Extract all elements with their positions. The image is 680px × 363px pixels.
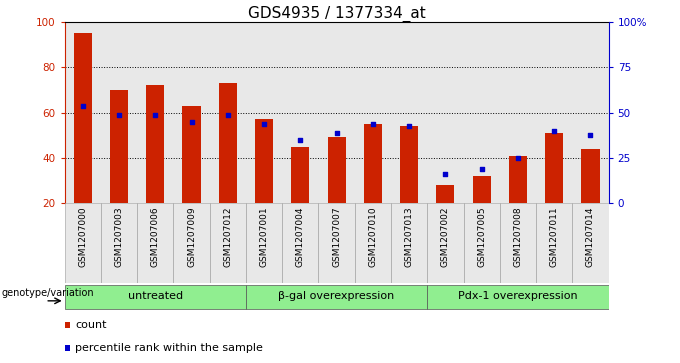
Bar xyxy=(137,22,173,203)
Bar xyxy=(246,22,282,203)
Bar xyxy=(391,22,427,203)
Bar xyxy=(291,147,309,203)
Point xyxy=(78,103,88,109)
Text: GSM1207008: GSM1207008 xyxy=(513,207,522,267)
Bar xyxy=(209,203,246,283)
Bar xyxy=(146,85,165,203)
Bar xyxy=(246,203,282,283)
Bar xyxy=(464,203,500,283)
Bar xyxy=(137,203,173,283)
Bar xyxy=(500,22,536,203)
Point xyxy=(549,128,560,134)
Point xyxy=(404,123,415,129)
Text: GSM1207013: GSM1207013 xyxy=(405,207,413,267)
Bar xyxy=(427,22,464,203)
Title: GDS4935 / 1377334_at: GDS4935 / 1377334_at xyxy=(248,5,426,22)
Point xyxy=(295,137,306,143)
Bar xyxy=(209,22,246,203)
Point xyxy=(150,112,160,118)
Point xyxy=(585,132,596,138)
Bar xyxy=(173,203,209,283)
Bar xyxy=(573,203,609,283)
Bar xyxy=(282,22,318,203)
Bar xyxy=(536,22,573,203)
Text: GSM1207010: GSM1207010 xyxy=(369,207,377,267)
Bar xyxy=(400,126,418,203)
Point xyxy=(367,121,378,127)
Point xyxy=(513,155,524,161)
Bar xyxy=(101,203,137,283)
Text: GSM1207002: GSM1207002 xyxy=(441,207,450,267)
Text: GSM1207000: GSM1207000 xyxy=(78,207,87,267)
Bar xyxy=(110,90,128,203)
Point xyxy=(476,166,487,172)
Bar xyxy=(318,203,355,283)
Text: untreated: untreated xyxy=(128,291,183,301)
Bar xyxy=(73,33,92,203)
Bar xyxy=(182,106,201,203)
Bar xyxy=(573,22,609,203)
Text: β-gal overexpression: β-gal overexpression xyxy=(279,291,394,301)
Text: GSM1207007: GSM1207007 xyxy=(332,207,341,267)
Text: GSM1207012: GSM1207012 xyxy=(223,207,233,267)
Bar xyxy=(101,22,137,203)
Bar xyxy=(65,285,246,309)
Bar xyxy=(545,133,563,203)
Bar xyxy=(318,22,355,203)
Text: percentile rank within the sample: percentile rank within the sample xyxy=(75,343,263,353)
Text: GSM1207011: GSM1207011 xyxy=(549,207,559,267)
Text: GSM1207003: GSM1207003 xyxy=(114,207,124,267)
Bar xyxy=(355,203,391,283)
Bar xyxy=(364,124,382,203)
Bar xyxy=(464,22,500,203)
Bar xyxy=(427,285,609,309)
Bar xyxy=(355,22,391,203)
Bar xyxy=(65,203,101,283)
Bar xyxy=(581,149,600,203)
Text: GSM1207014: GSM1207014 xyxy=(586,207,595,267)
Bar xyxy=(509,156,527,203)
Bar xyxy=(437,185,454,203)
Bar xyxy=(500,203,536,283)
Text: Pdx-1 overexpression: Pdx-1 overexpression xyxy=(458,291,578,301)
Text: genotype/variation: genotype/variation xyxy=(1,287,94,298)
Point xyxy=(114,112,124,118)
Bar xyxy=(536,203,573,283)
Point xyxy=(222,112,233,118)
Point xyxy=(258,121,269,127)
Text: GSM1207006: GSM1207006 xyxy=(151,207,160,267)
Point xyxy=(331,130,342,136)
Bar xyxy=(391,203,427,283)
Bar xyxy=(173,22,209,203)
Bar xyxy=(328,138,345,203)
Point xyxy=(440,171,451,177)
Bar xyxy=(65,22,101,203)
Text: GSM1207004: GSM1207004 xyxy=(296,207,305,267)
Text: GSM1207001: GSM1207001 xyxy=(260,207,269,267)
Bar xyxy=(427,203,464,283)
Text: GSM1207005: GSM1207005 xyxy=(477,207,486,267)
Point xyxy=(186,119,197,125)
Bar xyxy=(255,119,273,203)
Bar xyxy=(219,83,237,203)
Bar xyxy=(246,285,427,309)
Bar xyxy=(282,203,318,283)
Text: count: count xyxy=(75,320,107,330)
Bar xyxy=(473,176,491,203)
Text: GSM1207009: GSM1207009 xyxy=(187,207,196,267)
